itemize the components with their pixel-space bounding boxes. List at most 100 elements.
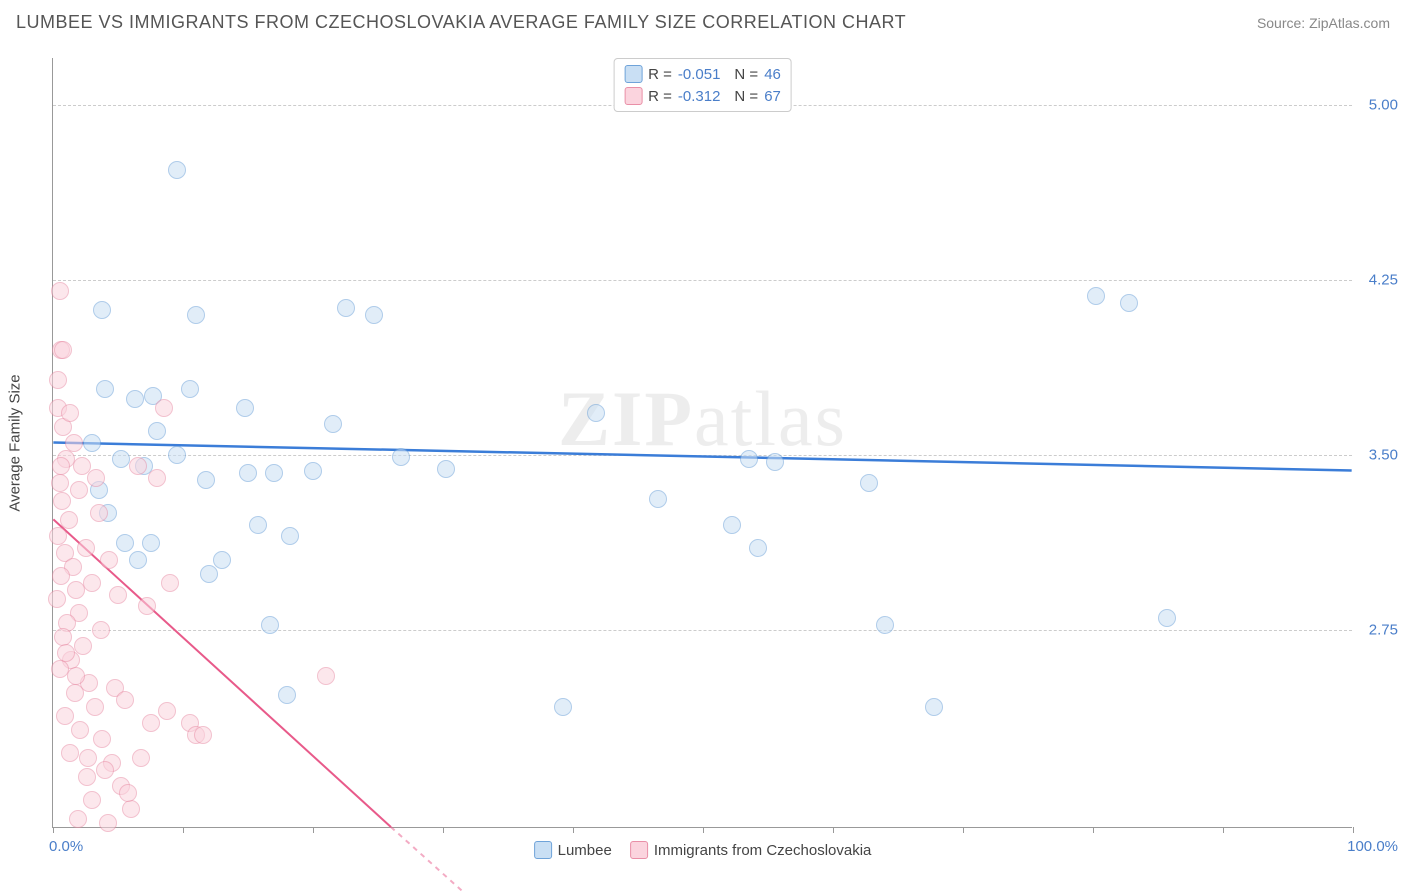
legend-swatch — [534, 841, 552, 859]
legend-row: R = -0.312 N = 67 — [624, 85, 781, 107]
scatter-point — [65, 434, 83, 452]
scatter-point — [155, 399, 173, 417]
scatter-point — [649, 490, 667, 508]
scatter-point — [239, 464, 257, 482]
scatter-point — [92, 621, 110, 639]
scatter-point — [129, 551, 147, 569]
scatter-point — [876, 616, 894, 634]
legend-item: Immigrants from Czechoslovakia — [630, 841, 872, 859]
scatter-point — [317, 667, 335, 685]
legend-swatch — [624, 65, 642, 83]
legend-swatch — [630, 841, 648, 859]
scatter-point — [194, 726, 212, 744]
scatter-point — [200, 565, 218, 583]
scatter-point — [60, 511, 78, 529]
scatter-point — [54, 628, 72, 646]
scatter-point — [67, 667, 85, 685]
scatter-point — [740, 450, 758, 468]
scatter-point — [766, 453, 784, 471]
scatter-point — [83, 574, 101, 592]
scatter-point — [57, 644, 75, 662]
scatter-point — [148, 422, 166, 440]
scatter-point — [83, 434, 101, 452]
scatter-point — [168, 161, 186, 179]
scatter-point — [337, 299, 355, 317]
scatter-point — [51, 282, 69, 300]
scatter-point — [70, 481, 88, 499]
scatter-point — [261, 616, 279, 634]
scatter-point — [71, 721, 89, 739]
scatter-point — [49, 527, 67, 545]
chart-title: LUMBEE VS IMMIGRANTS FROM CZECHOSLOVAKIA… — [16, 12, 906, 33]
scatter-point — [197, 471, 215, 489]
scatter-point — [126, 390, 144, 408]
chart-header: LUMBEE VS IMMIGRANTS FROM CZECHOSLOVAKIA… — [16, 12, 1390, 33]
scatter-point — [54, 341, 72, 359]
scatter-point — [142, 714, 160, 732]
scatter-point — [213, 551, 231, 569]
scatter-point — [96, 761, 114, 779]
scatter-point — [142, 534, 160, 552]
scatter-point — [158, 702, 176, 720]
scatter-point — [112, 450, 130, 468]
scatter-point — [1087, 287, 1105, 305]
scatter-point — [392, 448, 410, 466]
y-tick-label: 3.50 — [1358, 446, 1398, 463]
scatter-point — [61, 744, 79, 762]
scatter-point — [109, 586, 127, 604]
scatter-point — [925, 698, 943, 716]
scatter-point — [87, 469, 105, 487]
y-axis-title: Average Family Size — [7, 374, 24, 511]
scatter-point — [56, 707, 74, 725]
scatter-point — [187, 306, 205, 324]
scatter-point — [122, 800, 140, 818]
scatter-point — [83, 791, 101, 809]
legend-swatch — [624, 87, 642, 105]
scatter-point — [90, 504, 108, 522]
scatter-point — [132, 749, 150, 767]
scatter-point — [116, 534, 134, 552]
scatter-point — [129, 457, 147, 475]
scatter-point — [860, 474, 878, 492]
scatter-point — [93, 301, 111, 319]
scatter-point — [119, 784, 137, 802]
scatter-point — [365, 306, 383, 324]
scatter-point — [554, 698, 572, 716]
scatter-point — [1120, 294, 1138, 312]
scatter-point — [48, 590, 66, 608]
y-tick-label: 4.25 — [1358, 271, 1398, 288]
scatter-point — [236, 399, 254, 417]
scatter-point — [324, 415, 342, 433]
scatter-point — [138, 597, 156, 615]
scatter-point — [723, 516, 741, 534]
scatter-point — [53, 492, 71, 510]
chart-source: Source: ZipAtlas.com — [1257, 15, 1390, 31]
scatter-point — [116, 691, 134, 709]
scatter-point — [265, 464, 283, 482]
scatter-point — [249, 516, 267, 534]
legend-row: R = -0.051 N = 46 — [624, 63, 781, 85]
scatter-point — [148, 469, 166, 487]
scatter-point — [61, 404, 79, 422]
scatter-point — [86, 698, 104, 716]
scatter-point — [51, 474, 69, 492]
scatter-point — [281, 527, 299, 545]
scatter-point — [96, 380, 114, 398]
scatter-point — [437, 460, 455, 478]
scatter-point — [49, 371, 67, 389]
y-tick-label: 2.75 — [1358, 621, 1398, 638]
x-axis-max-label: 100.0% — [1347, 838, 1398, 855]
y-tick-label: 5.00 — [1358, 96, 1398, 113]
scatter-point — [587, 404, 605, 422]
scatter-point — [79, 749, 97, 767]
legend-series: Lumbee Immigrants from Czechoslovakia — [534, 841, 872, 859]
scatter-point — [66, 684, 84, 702]
scatter-point — [181, 380, 199, 398]
scatter-point — [304, 462, 322, 480]
legend-correlation: R = -0.051 N = 46 R = -0.312 N = 67 — [613, 58, 792, 112]
scatter-point — [52, 567, 70, 585]
trend-lines — [53, 58, 1352, 827]
scatter-point — [78, 768, 96, 786]
scatter-point — [161, 574, 179, 592]
scatter-point — [1158, 609, 1176, 627]
